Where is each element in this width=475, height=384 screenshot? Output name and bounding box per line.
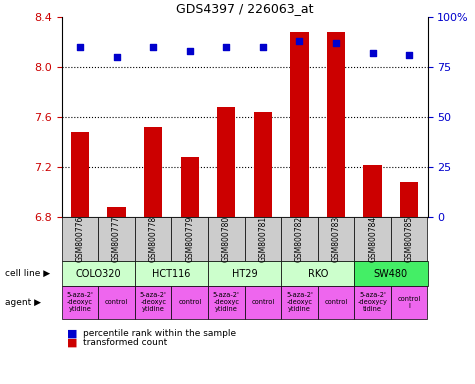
Text: control: control bbox=[324, 300, 348, 305]
Text: control: control bbox=[178, 300, 201, 305]
Bar bbox=[254, 112, 272, 217]
Text: 5-aza-2'
-deoxyc
ytidine: 5-aza-2' -deoxyc ytidine bbox=[66, 292, 94, 313]
Text: transformed count: transformed count bbox=[83, 338, 167, 347]
Point bbox=[186, 48, 194, 54]
Text: GSM800785: GSM800785 bbox=[405, 216, 414, 262]
Text: GSM800779: GSM800779 bbox=[185, 216, 194, 262]
Bar bbox=[180, 157, 199, 217]
Text: SW480: SW480 bbox=[374, 268, 408, 279]
Text: control: control bbox=[105, 300, 128, 305]
Text: GSM800778: GSM800778 bbox=[149, 216, 158, 262]
Point bbox=[113, 54, 121, 60]
Text: GSM800780: GSM800780 bbox=[222, 216, 231, 262]
Point bbox=[149, 44, 157, 50]
Point bbox=[295, 38, 304, 44]
Bar bbox=[71, 132, 89, 217]
Bar bbox=[217, 107, 236, 217]
Text: GSM800784: GSM800784 bbox=[368, 216, 377, 262]
Text: control
l: control l bbox=[398, 296, 421, 309]
Text: GSM800783: GSM800783 bbox=[332, 216, 341, 262]
Text: ■: ■ bbox=[66, 337, 77, 347]
Text: GSM800776: GSM800776 bbox=[76, 216, 85, 262]
Point bbox=[405, 52, 413, 58]
Text: agent ▶: agent ▶ bbox=[5, 298, 41, 307]
Text: 5-aza-2'
-deoxyc
ytidine: 5-aza-2' -deoxyc ytidine bbox=[140, 292, 167, 313]
Text: 5-aza-2'
-deoxyc
ytidine: 5-aza-2' -deoxyc ytidine bbox=[213, 292, 240, 313]
Text: HCT116: HCT116 bbox=[152, 268, 190, 279]
Bar bbox=[107, 207, 126, 217]
Text: GSM800781: GSM800781 bbox=[258, 216, 267, 262]
Point bbox=[222, 44, 230, 50]
Text: GSM800782: GSM800782 bbox=[295, 216, 304, 262]
Point bbox=[76, 44, 84, 50]
Point bbox=[332, 40, 340, 46]
Text: HT29: HT29 bbox=[232, 268, 257, 279]
Text: control: control bbox=[251, 300, 275, 305]
Text: percentile rank within the sample: percentile rank within the sample bbox=[83, 329, 236, 338]
Bar bbox=[290, 32, 309, 217]
Bar bbox=[363, 165, 382, 217]
Text: 5-aza-2'
-deoxyc
ytidine: 5-aza-2' -deoxyc ytidine bbox=[286, 292, 313, 313]
Point bbox=[369, 50, 377, 56]
Text: ■: ■ bbox=[66, 328, 77, 338]
Bar bbox=[327, 32, 345, 217]
Text: GSM800777: GSM800777 bbox=[112, 216, 121, 262]
Text: COLO320: COLO320 bbox=[76, 268, 121, 279]
Point bbox=[259, 44, 267, 50]
Bar bbox=[400, 182, 418, 217]
Bar bbox=[144, 127, 162, 217]
Title: GDS4397 / 226063_at: GDS4397 / 226063_at bbox=[176, 2, 314, 15]
Text: 5-aza-2'
-deoxycy
tidine: 5-aza-2' -deoxycy tidine bbox=[358, 292, 388, 313]
Text: cell line ▶: cell line ▶ bbox=[5, 269, 50, 278]
Text: RKO: RKO bbox=[308, 268, 328, 279]
